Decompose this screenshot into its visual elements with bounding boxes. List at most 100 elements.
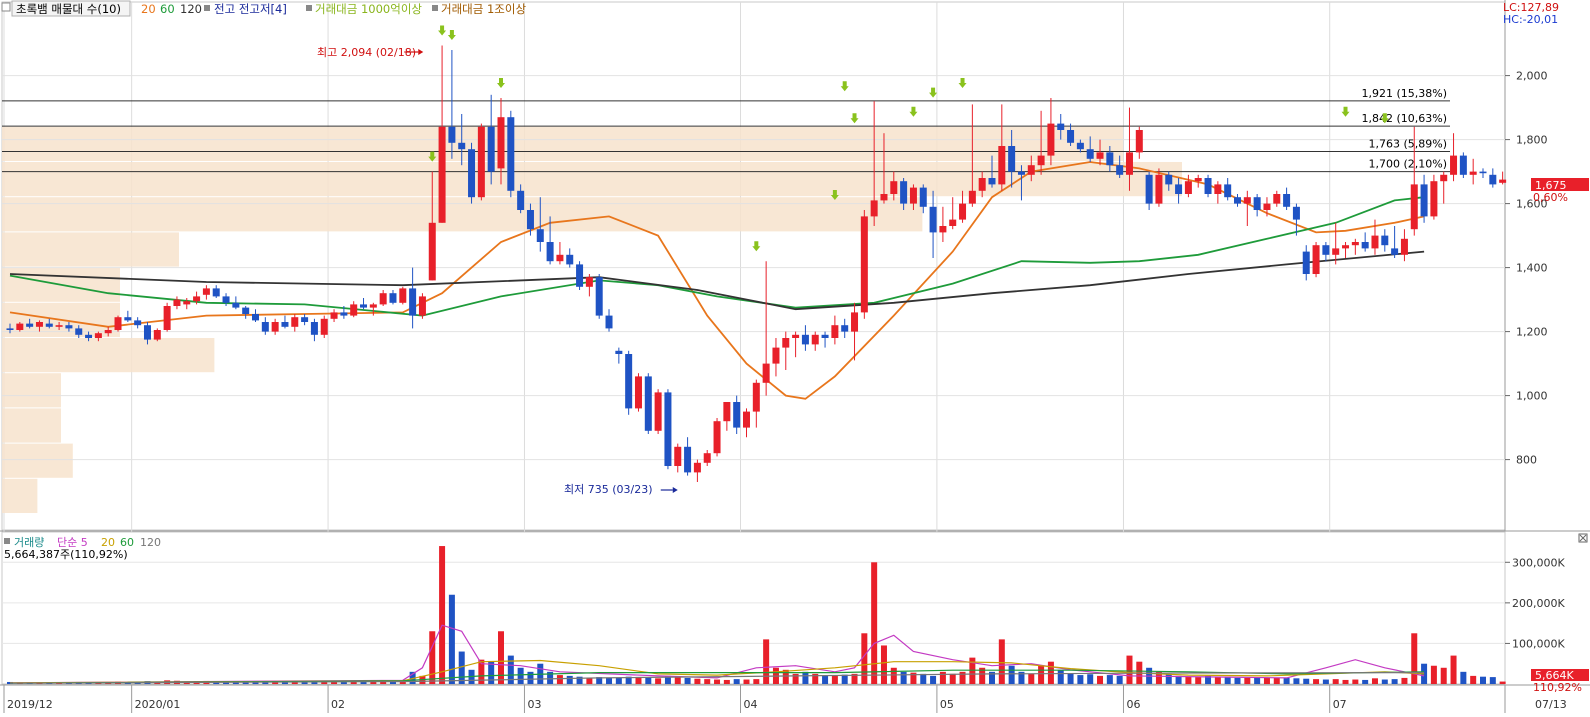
volume-bar <box>556 675 563 684</box>
volume-bar <box>1126 655 1133 684</box>
candle-body <box>1292 206 1300 220</box>
candle-body <box>576 264 584 287</box>
candle-body <box>556 254 564 262</box>
ma-60-label: 60 <box>160 2 175 16</box>
volume-bar <box>871 562 878 684</box>
ma-120-label: 120 <box>180 2 202 16</box>
volume-bar <box>1283 677 1290 684</box>
candle-body <box>173 299 181 306</box>
candle-body <box>772 347 780 364</box>
candle-body <box>477 126 485 198</box>
candle-body <box>340 312 348 316</box>
candle-body <box>1342 245 1350 249</box>
volume-bar <box>831 675 838 684</box>
volume-bar <box>851 673 858 684</box>
current-price-label: 1,675 <box>1535 179 1567 192</box>
volume-bar <box>1381 679 1388 684</box>
candle-body <box>1410 184 1418 230</box>
candle-body <box>389 293 397 303</box>
price-legend: 초록뱀 매물대 수(10) 20 60 120 전고 전고저[4] 거래대금 1… <box>1 0 526 17</box>
volume-bar <box>733 679 740 684</box>
candle-body <box>1312 245 1320 274</box>
candle-body <box>693 462 701 473</box>
candle-body <box>1057 123 1065 130</box>
candle-body <box>1135 130 1143 153</box>
candle-body <box>1430 181 1438 217</box>
signal-arrow-icon <box>428 151 437 162</box>
volume-profile-bar <box>2 338 215 373</box>
ma-line-120 <box>9 250 1425 311</box>
candle-body <box>821 334 829 338</box>
candle-body <box>1400 238 1408 255</box>
lc-label: LC:127,89 <box>1503 1 1559 14</box>
candle-body <box>360 304 368 308</box>
volume-current: 5,664,387주(110,92%) <box>4 548 128 561</box>
turnover-1000-label: 거래대금 1000억이상 <box>315 2 422 16</box>
volume-bar <box>1480 676 1486 684</box>
candle-body <box>252 314 259 321</box>
candle-body <box>222 296 230 303</box>
volume-profile-bar <box>2 126 1123 161</box>
candle-body <box>281 322 289 327</box>
stock-name[interactable]: 초록뱀 매물대 수(10) <box>16 2 121 16</box>
volume-bar <box>1430 665 1437 684</box>
volume-bar <box>1391 679 1398 684</box>
volume-plot-area <box>1 531 1506 685</box>
candle-body <box>1391 248 1399 255</box>
signal-arrow-icon <box>752 241 761 252</box>
volume-bar <box>1008 665 1015 684</box>
candle-body <box>1116 165 1124 175</box>
volume-bar <box>498 631 504 684</box>
candle-body <box>438 126 446 223</box>
price-tick-label: 2,000 <box>1516 70 1548 83</box>
prev-high-low-label: 전고 전고저[4] <box>214 2 287 16</box>
high-arrow-head-icon <box>418 49 424 55</box>
volume-bar <box>1440 667 1447 684</box>
candle-body <box>1214 184 1222 194</box>
candle-body <box>870 200 878 217</box>
signal-arrow-icon <box>497 78 505 88</box>
candle-body <box>212 288 220 297</box>
stock-name-box[interactable] <box>11 0 131 17</box>
volume-bar <box>1175 675 1182 684</box>
signal-arrow-icon <box>438 25 447 36</box>
price-tick-label: 1,000 <box>1516 390 1548 403</box>
candle-body <box>615 350 623 354</box>
volume-bar <box>1234 677 1241 684</box>
volume-bar <box>596 677 603 684</box>
candle-body <box>1047 123 1055 156</box>
volume-bar <box>989 671 995 684</box>
price-tick-label: 800 <box>1516 454 1537 467</box>
volume-bar <box>743 679 750 684</box>
current-volume-box <box>1531 669 1589 681</box>
signal-arrow-icon <box>1341 106 1350 117</box>
candle-body <box>1371 235 1379 249</box>
volume-tick-label: 300,000K <box>1512 556 1565 569</box>
candle-body <box>801 334 809 345</box>
ma-line-60 <box>9 196 1425 317</box>
volume-panel[interactable]: 100,000K 200,000K 300,000K <box>0 531 1590 686</box>
candle-body <box>124 317 132 321</box>
resistance-label: 1,763 (5,89%) <box>1368 137 1447 150</box>
candle-body <box>163 306 171 330</box>
candle-body <box>860 216 868 313</box>
volume-bar <box>252 682 259 684</box>
volume-bar <box>1195 677 1202 684</box>
volume-bar <box>1460 671 1467 684</box>
volume-bar <box>566 675 573 684</box>
candle-body <box>85 334 93 338</box>
candle-body <box>1351 242 1359 246</box>
candle-body <box>1361 242 1369 249</box>
candle-body <box>654 392 662 431</box>
low-annotation: 최저 735 (03/23) <box>564 483 653 496</box>
candle-body <box>713 421 721 454</box>
candle-body <box>644 376 652 431</box>
volume-bar <box>527 671 534 684</box>
candle-body <box>369 304 377 308</box>
candle-body <box>320 318 328 335</box>
volume-bar <box>242 682 249 684</box>
candle-body <box>1175 184 1183 194</box>
